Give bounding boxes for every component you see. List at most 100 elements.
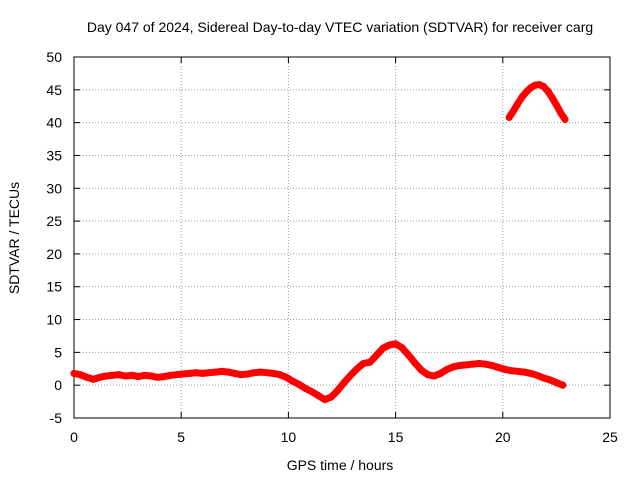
data-point (527, 369, 535, 377)
series-1 (505, 81, 569, 123)
data-point (76, 371, 84, 379)
data-point (505, 113, 513, 121)
x-tick-label: 15 (388, 429, 404, 445)
data-point (544, 87, 552, 95)
data-point (411, 359, 419, 367)
x-tick-label: 10 (281, 429, 297, 445)
data-point (257, 368, 265, 376)
y-tick-label: 5 (54, 344, 62, 360)
data-point (334, 386, 342, 394)
data-point (147, 372, 155, 380)
data-point (199, 369, 207, 377)
data-point (83, 373, 91, 381)
data-point (540, 374, 548, 382)
chart-title: Day 047 of 2024, Sidereal Day-to-day VTE… (87, 19, 593, 35)
data-point (507, 367, 515, 375)
data-point (314, 392, 322, 400)
data-point (237, 371, 245, 379)
data-point (533, 371, 541, 379)
plot-frame (73, 56, 611, 419)
y-tick-label: 0 (54, 377, 62, 393)
data-point (102, 372, 110, 380)
x-tick-label: 25 (602, 429, 618, 445)
data-point (295, 381, 303, 389)
data-point (449, 363, 457, 371)
data-point (269, 369, 277, 377)
data-point (327, 393, 335, 401)
data-point (218, 367, 226, 375)
data-point (437, 369, 445, 377)
data-point (514, 367, 522, 375)
data-point (70, 369, 78, 377)
data-point (121, 372, 129, 380)
series-line (70, 340, 567, 404)
series-0 (70, 340, 567, 404)
data-point (552, 101, 560, 109)
data-point (89, 375, 97, 383)
grid-lines (74, 57, 610, 418)
data-point (518, 93, 526, 101)
y-tick-label: 40 (46, 115, 62, 131)
data-point (231, 369, 239, 377)
data-point (282, 373, 290, 381)
data-point (160, 373, 168, 381)
data-point (559, 381, 567, 389)
data-point (557, 109, 565, 117)
data-point (488, 361, 496, 369)
data-point (205, 369, 213, 377)
data-point (263, 369, 271, 377)
data-point (520, 368, 528, 376)
data-point (546, 376, 554, 384)
data-point (128, 371, 136, 379)
data-point (548, 94, 556, 102)
data-point (321, 396, 329, 404)
data-point (404, 351, 412, 359)
data-point (424, 371, 432, 379)
data-point (443, 365, 451, 373)
data-point (475, 360, 483, 368)
data-point (302, 384, 310, 392)
y-tick-label: -5 (50, 410, 63, 426)
data-point (495, 363, 503, 371)
y-tick-label: 10 (46, 312, 62, 328)
data-point (96, 373, 104, 381)
data-point (250, 369, 258, 377)
data-point (430, 372, 438, 380)
data-point (469, 360, 477, 368)
data-point (501, 365, 509, 373)
x-tick-label: 5 (177, 429, 185, 445)
y-tick-label: 35 (46, 147, 62, 163)
data-point (289, 377, 297, 385)
data-point (379, 344, 387, 352)
data-point (340, 379, 348, 387)
data-point (308, 388, 316, 396)
data-point (392, 340, 400, 348)
data-point (179, 370, 187, 378)
data-point (552, 379, 560, 387)
y-tick-label: 15 (46, 279, 62, 295)
y-tick-label: 25 (46, 213, 62, 229)
data-point (456, 361, 464, 369)
data-point (514, 100, 522, 108)
data-point (359, 360, 367, 368)
data-point (141, 371, 149, 379)
data-point (417, 366, 425, 374)
x-axis-label: GPS time / hours (287, 457, 394, 473)
data-point (366, 358, 374, 366)
y-axis-label: SDTVAR / TECUs (6, 182, 22, 294)
data-point (134, 373, 142, 381)
data-point (166, 371, 174, 379)
data-point (192, 369, 200, 377)
data-point (347, 371, 355, 379)
y-tick-label: 20 (46, 246, 62, 262)
data-point (244, 370, 252, 378)
x-tick-label: 0 (70, 429, 78, 445)
data-point (115, 371, 123, 379)
data-point (482, 360, 490, 368)
data-point (510, 107, 518, 115)
data-point (462, 361, 470, 369)
data-point (353, 365, 361, 373)
axes: 0 5 10 15 20 25 -5 0 5 10 15 20 25 30 35 40 45 50 (46, 49, 618, 445)
y-tick-label: 50 (46, 49, 62, 65)
data-point (561, 115, 569, 123)
